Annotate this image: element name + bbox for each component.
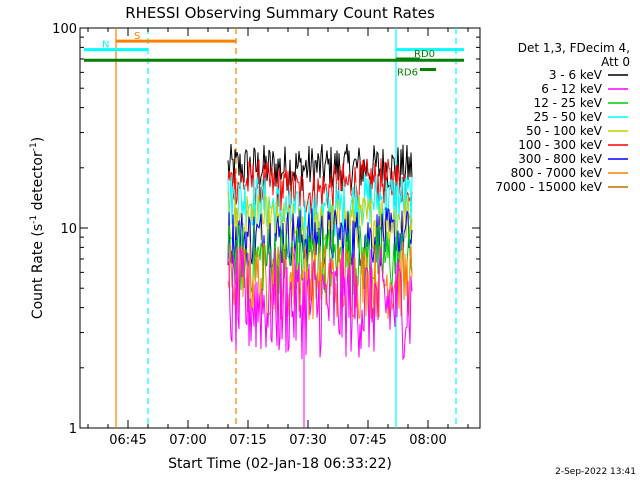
legend-label-1: 6 - 12 keV <box>541 82 603 96</box>
legend-label-4: 50 - 100 keV <box>526 124 603 138</box>
legend-header-2: Att 0 <box>601 55 630 69</box>
legend-label-3: 25 - 50 keV <box>534 110 603 124</box>
x-tick-label-0: 06:45 <box>109 433 146 448</box>
legend-label-8: 7000 - 15000 keV <box>495 180 602 194</box>
flag-label-4: RD0 <box>414 49 435 60</box>
y-tick-label-0: 1 <box>69 422 77 437</box>
x-tick-label-5: 08:00 <box>409 433 446 448</box>
legend-label-6: 300 - 800 keV <box>518 152 602 166</box>
flag-label-5: RD6 <box>397 68 418 79</box>
series-line-7 <box>227 247 413 361</box>
y-axis-ticks: 1 10 100 <box>52 22 480 437</box>
flag-label-1: N <box>102 40 109 51</box>
chart-title: RHESSI Observing Summary Count Rates <box>125 4 435 22</box>
legend-label-2: 12 - 25 keV <box>534 96 603 110</box>
footer-date: 2-Sep-2022 13:41 <box>555 467 636 477</box>
series-line-1 <box>227 158 413 215</box>
x-tick-label-2: 07:15 <box>229 433 266 448</box>
x-axis-ticks: 06:45 07:00 07:15 07:30 07:45 08:00 <box>87 28 469 448</box>
observing-flags: S N RD0 RD6 <box>84 31 464 79</box>
y-tick-label-2: 100 <box>52 22 77 37</box>
legend-label-5: 100 - 300 keV <box>518 138 602 152</box>
legend-label-7: 800 - 7000 keV <box>511 166 603 180</box>
x-tick-label-1: 07:00 <box>169 433 206 448</box>
x-tick-label-3: 07:30 <box>289 433 326 448</box>
series-line-3 <box>227 191 413 257</box>
flag-label-0: S <box>134 31 140 42</box>
y-axis-label: Count Rate (s-1 detector-1) <box>29 137 46 319</box>
y-tick-label-1: 10 <box>60 222 77 237</box>
legend-label-0: 3 - 6 keV <box>549 68 603 82</box>
count-rate-series <box>227 143 413 428</box>
x-axis-label: Start Time (02-Jan-18 06:33:22) <box>168 456 392 472</box>
x-tick-label-4: 07:45 <box>349 433 386 448</box>
legend-header-1: Det 1,3, FDecim 4, <box>518 41 630 55</box>
